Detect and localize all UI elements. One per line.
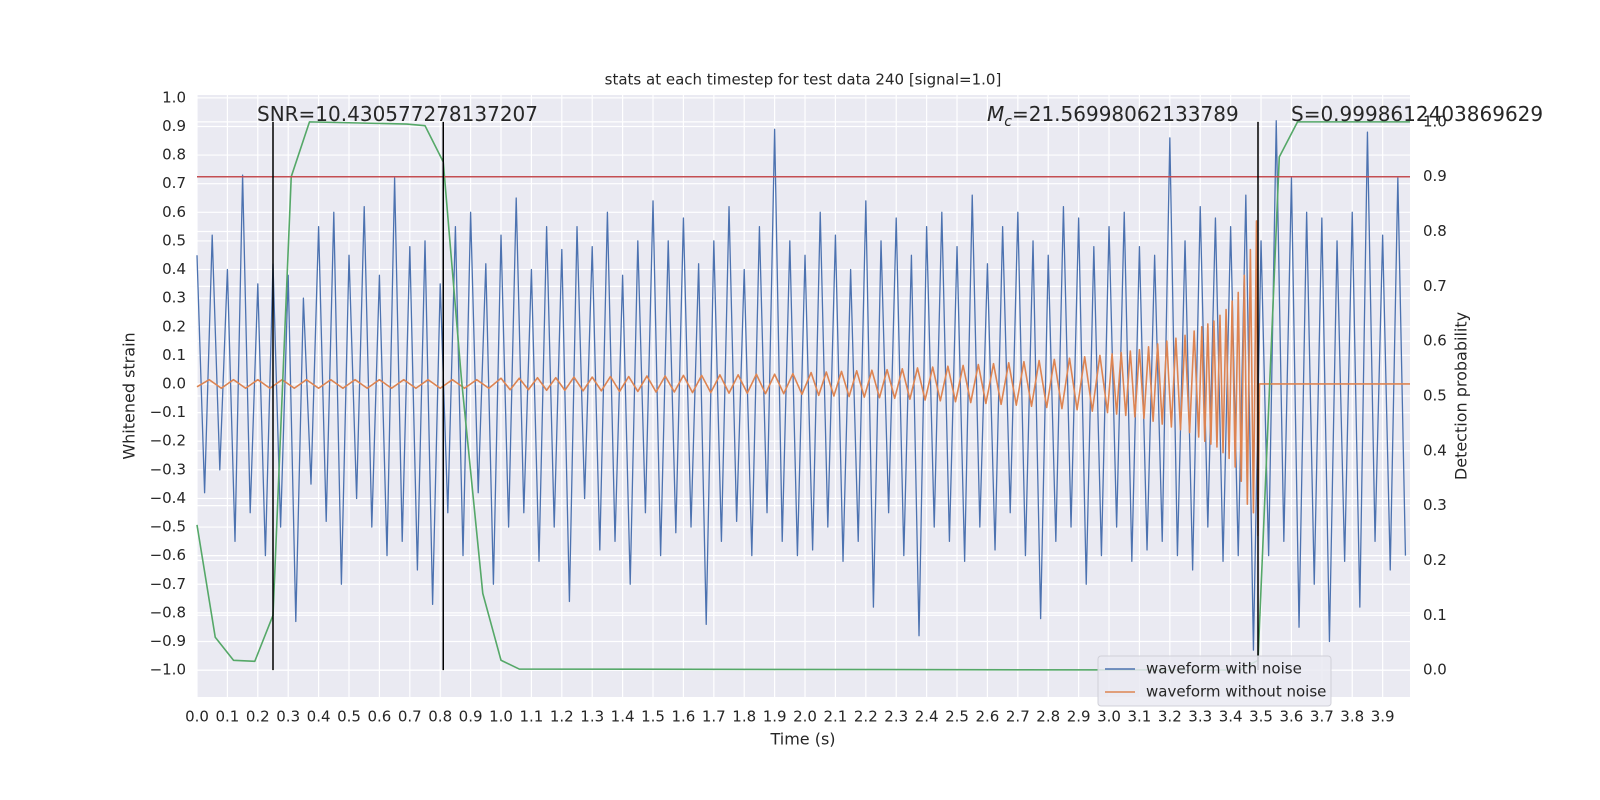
x-tick-label: 1.3 [580, 708, 604, 726]
legend-box [1097, 655, 1332, 707]
x-tick-label: 2.7 [1006, 708, 1030, 726]
x-tick-label: 2.0 [793, 708, 817, 726]
x-tick-label: 0.4 [307, 708, 331, 726]
legend-label: waveform with noise [1146, 660, 1302, 678]
x-tick-label: 3.3 [1188, 708, 1212, 726]
y-tick-label: 0.6 [162, 203, 186, 221]
chart-title: stats at each timestep for test data 240… [605, 71, 1002, 89]
y-tick-label: −0.9 [150, 632, 186, 650]
x-tick-label: 1.8 [732, 708, 756, 726]
y-tick-label: −0.6 [150, 546, 186, 564]
y-tick-label: 0.2 [162, 317, 186, 335]
y-tick-label: −0.3 [150, 460, 186, 478]
x-tick-label: 2.2 [854, 708, 878, 726]
y-tick-label: 0.9 [162, 117, 186, 135]
x-tick-label: 2.3 [884, 708, 908, 726]
x-axis-title: Time (s) [769, 730, 835, 749]
x-tick-label: 0.2 [246, 708, 270, 726]
legend: waveform with noise waveform without nois… [1097, 655, 1332, 707]
y-tick-label: 0.7 [162, 174, 186, 192]
y-tick-label: 0.8 [162, 146, 186, 164]
annotation-symbol: M [987, 102, 1004, 126]
y2-tick-label: 0.0 [1423, 661, 1447, 679]
x-tick-label: 0.3 [276, 708, 300, 726]
x-tick-label: 1.0 [489, 708, 513, 726]
x-tick-label: 0.9 [459, 708, 483, 726]
y2-tick-label: 0.1 [1423, 606, 1447, 624]
y-tick-label: 0.1 [162, 346, 186, 364]
y2-tick-label: 0.5 [1423, 387, 1447, 405]
x-tick-label: 1.6 [671, 708, 695, 726]
x-tick-label: 0.6 [367, 708, 391, 726]
y-tick-label: −0.1 [150, 403, 186, 421]
x-tick-label: 1.4 [611, 708, 635, 726]
x-tick-label: 0.7 [398, 708, 422, 726]
x-tick-label: 3.5 [1249, 708, 1273, 726]
x-tick-label: 3.6 [1280, 708, 1304, 726]
y2-tick-label: 0.2 [1423, 551, 1447, 569]
x-tick-label: 3.8 [1340, 708, 1364, 726]
x-tick-label: 3.4 [1219, 708, 1243, 726]
x-tick-label: 0.5 [337, 708, 361, 726]
y2-tick-label: 0.3 [1423, 496, 1447, 514]
x-tick-label: 1.9 [763, 708, 787, 726]
series-line [196, 120, 1407, 651]
y-tick-label: 0.0 [162, 374, 186, 392]
x-tick-label: 2.5 [945, 708, 969, 726]
y-tick-label: −0.4 [150, 489, 186, 507]
y-tick-label: 0.4 [162, 260, 186, 278]
annotation: Mc=21.56998062133789 [987, 102, 1239, 130]
x-tick-label: 0.0 [185, 708, 209, 726]
y-tick-label: 0.3 [162, 289, 186, 307]
x-tick-label: 2.8 [1036, 708, 1060, 726]
x-tick-label: 2.9 [1067, 708, 1091, 726]
x-tick-label: 1.1 [519, 708, 543, 726]
x-tick-label: 3.2 [1158, 708, 1182, 726]
y-tick-label: −0.2 [150, 432, 186, 450]
y-tick-label: −0.5 [150, 518, 186, 536]
y2-tick-label: 0.7 [1423, 277, 1447, 295]
y-tick-label: −0.7 [150, 575, 186, 593]
annotation-subscript: c [1004, 114, 1012, 130]
y2-tick-label: 0.6 [1423, 332, 1447, 350]
y-tick-label: 1.0 [162, 88, 186, 106]
x-tick-label: 3.7 [1310, 708, 1334, 726]
y2-tick-label: 0.9 [1423, 167, 1447, 185]
x-tick-label: 3.9 [1371, 708, 1395, 726]
legend-label: waveform without noise [1146, 683, 1326, 701]
x-tick-label: 2.1 [823, 708, 847, 726]
y2-tick-label: 0.8 [1423, 222, 1447, 240]
y2-tick-label: 0.4 [1423, 441, 1447, 459]
y-tick-label: 0.5 [162, 231, 186, 249]
x-tick-label: 1.5 [641, 708, 665, 726]
x-tick-label: 0.1 [215, 708, 239, 726]
x-tick-label: 3.1 [1128, 708, 1152, 726]
annotation: S=0.9998612403869629 [1291, 102, 1543, 126]
y2-axis-title: Detection probability [1452, 312, 1471, 480]
y2-tick-label: 1.0 [1423, 112, 1447, 130]
y-axis-title: Whitened strain [120, 332, 139, 459]
x-tick-label: 2.4 [915, 708, 939, 726]
x-tick-label: 2.6 [975, 708, 999, 726]
x-tick-label: 0.8 [428, 708, 452, 726]
x-tick-label: 1.7 [702, 708, 726, 726]
annotation-text: =21.56998062133789 [1012, 102, 1239, 126]
y-tick-label: −0.8 [150, 603, 186, 621]
x-tick-label: 3.0 [1097, 708, 1121, 726]
annotation: SNR=10.430577278137207 [257, 102, 538, 126]
y-tick-label: −1.0 [150, 661, 186, 679]
series-line [196, 220, 1410, 537]
x-tick-label: 1.2 [550, 708, 574, 726]
